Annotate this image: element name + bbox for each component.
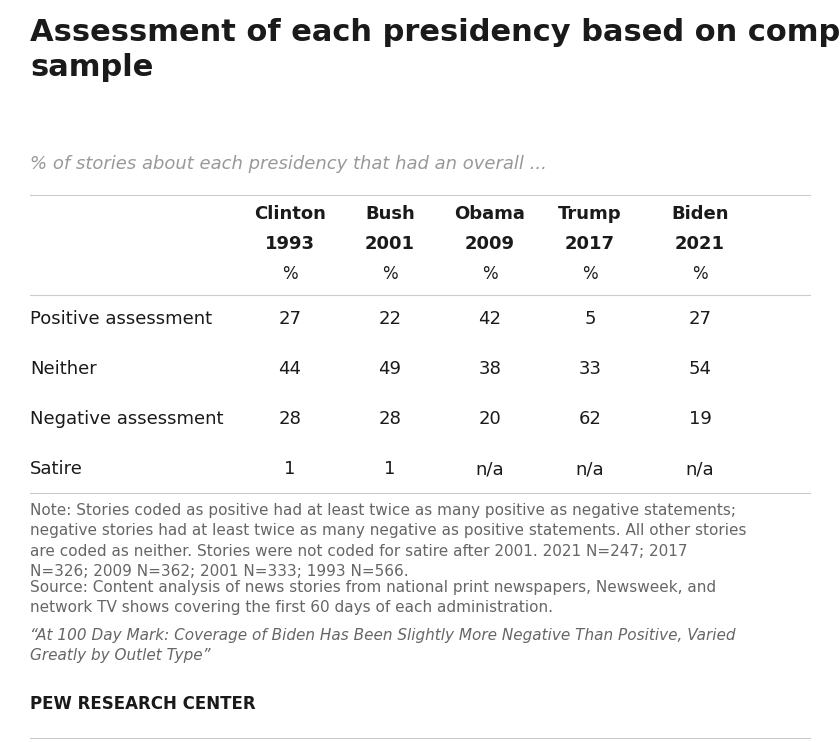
Text: 19: 19 [689, 410, 711, 428]
Text: 28: 28 [279, 410, 302, 428]
Text: PEW RESEARCH CENTER: PEW RESEARCH CENTER [30, 695, 255, 713]
Text: 54: 54 [689, 360, 711, 378]
Text: 1993: 1993 [265, 235, 315, 253]
Text: 1: 1 [284, 460, 296, 478]
Text: 38: 38 [479, 360, 501, 378]
Text: Bush: Bush [365, 205, 415, 223]
Text: Assessment of each presidency based on comparison
sample: Assessment of each presidency based on c… [30, 18, 840, 82]
Text: 2021: 2021 [675, 235, 725, 253]
Text: Note: Stories coded as positive had at least twice as many positive as negative : Note: Stories coded as positive had at l… [30, 503, 747, 580]
Text: %: % [482, 265, 498, 283]
Text: 28: 28 [379, 410, 402, 428]
Text: %: % [582, 265, 598, 283]
Text: Clinton: Clinton [254, 205, 326, 223]
Text: Trump: Trump [559, 205, 622, 223]
Text: Neither: Neither [30, 360, 97, 378]
Text: 49: 49 [379, 360, 402, 378]
Text: 27: 27 [279, 310, 302, 328]
Text: 2001: 2001 [365, 235, 415, 253]
Text: % of stories about each presidency that had an overall ...: % of stories about each presidency that … [30, 155, 547, 173]
Text: 22: 22 [379, 310, 402, 328]
Text: 2017: 2017 [565, 235, 615, 253]
Text: %: % [282, 265, 298, 283]
Text: 33: 33 [579, 360, 601, 378]
Text: “At 100 Day Mark: Coverage of Biden Has Been Slightly More Negative Than Positiv: “At 100 Day Mark: Coverage of Biden Has … [30, 628, 736, 663]
Text: 44: 44 [279, 360, 302, 378]
Text: n/a: n/a [685, 460, 714, 478]
Text: Biden: Biden [671, 205, 729, 223]
Text: Negative assessment: Negative assessment [30, 410, 223, 428]
Text: Satire: Satire [30, 460, 83, 478]
Text: %: % [382, 265, 398, 283]
Text: Positive assessment: Positive assessment [30, 310, 213, 328]
Text: n/a: n/a [475, 460, 504, 478]
Text: 42: 42 [479, 310, 501, 328]
Text: n/a: n/a [575, 460, 604, 478]
Text: 62: 62 [579, 410, 601, 428]
Text: 1: 1 [385, 460, 396, 478]
Text: %: % [692, 265, 708, 283]
Text: Source: Content analysis of news stories from national print newspapers, Newswee: Source: Content analysis of news stories… [30, 580, 717, 615]
Text: 27: 27 [689, 310, 711, 328]
Text: 2009: 2009 [465, 235, 515, 253]
Text: Obama: Obama [454, 205, 526, 223]
Text: 20: 20 [479, 410, 501, 428]
Text: 5: 5 [585, 310, 596, 328]
